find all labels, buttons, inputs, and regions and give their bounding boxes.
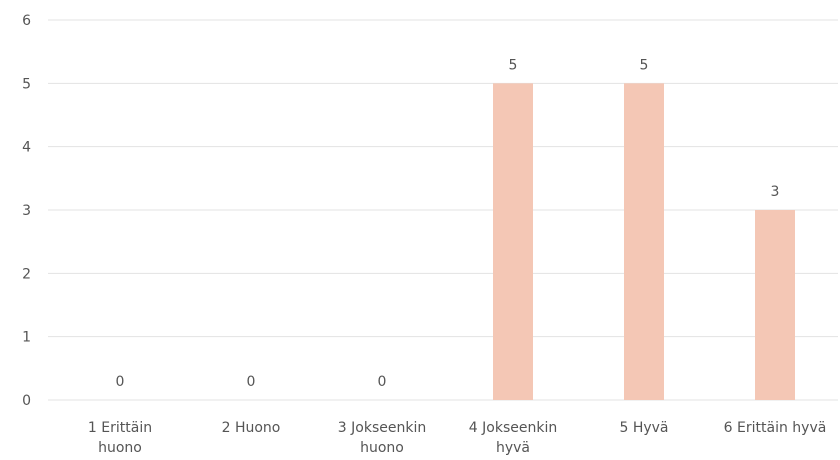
data-label: 0 bbox=[378, 374, 387, 390]
x-tick-label: 5 Hyvä bbox=[619, 420, 668, 436]
bars bbox=[493, 83, 795, 400]
y-tick-label: 0 bbox=[22, 393, 31, 409]
bar bbox=[493, 83, 533, 400]
x-tick-label-line: 6 Erittäin hyvä bbox=[724, 420, 827, 436]
gridlines bbox=[48, 19, 838, 401]
x-tick-label-line: 3 Jokseenkin bbox=[338, 420, 426, 436]
data-label: 5 bbox=[509, 57, 518, 73]
y-tick-label: 2 bbox=[22, 266, 31, 282]
data-label: 0 bbox=[116, 374, 125, 390]
y-tick-label: 1 bbox=[22, 330, 31, 346]
data-label: 0 bbox=[247, 374, 256, 390]
y-tick-label: 3 bbox=[22, 203, 31, 219]
y-tick-label: 5 bbox=[22, 76, 31, 92]
x-tick-label-line: 4 Jokseenkin bbox=[469, 420, 557, 436]
x-tick-label-line: huono bbox=[360, 440, 404, 456]
bar bbox=[624, 83, 664, 400]
data-label: 5 bbox=[640, 57, 649, 73]
data-labels: 0 0 0 5 5 3 bbox=[116, 57, 780, 390]
y-tick-label: 4 bbox=[22, 140, 31, 156]
y-axis-ticks: 0 1 2 3 4 5 6 bbox=[22, 13, 31, 409]
x-tick-label-line: 1 Erittäin bbox=[88, 420, 152, 436]
x-tick-label: 3 Jokseenkin huono bbox=[338, 420, 426, 456]
x-tick-label-line: 5 Hyvä bbox=[619, 420, 668, 436]
x-tick-label-line: 2 Huono bbox=[222, 420, 281, 436]
x-tick-label: 1 Erittäin huono bbox=[88, 420, 152, 456]
x-tick-label-line: huono bbox=[98, 440, 142, 456]
data-label: 3 bbox=[771, 184, 780, 200]
y-tick-label: 6 bbox=[22, 13, 31, 29]
bar bbox=[755, 210, 795, 400]
x-tick-label: 2 Huono bbox=[222, 420, 281, 436]
x-tick-label: 6 Erittäin hyvä bbox=[724, 420, 827, 436]
x-tick-label: 4 Jokseenkin hyvä bbox=[469, 420, 557, 456]
x-tick-label-line: hyvä bbox=[496, 440, 530, 456]
x-axis-labels: 1 Erittäin huono 2 Huono 3 Jokseenkin huono 4… bbox=[88, 420, 826, 456]
